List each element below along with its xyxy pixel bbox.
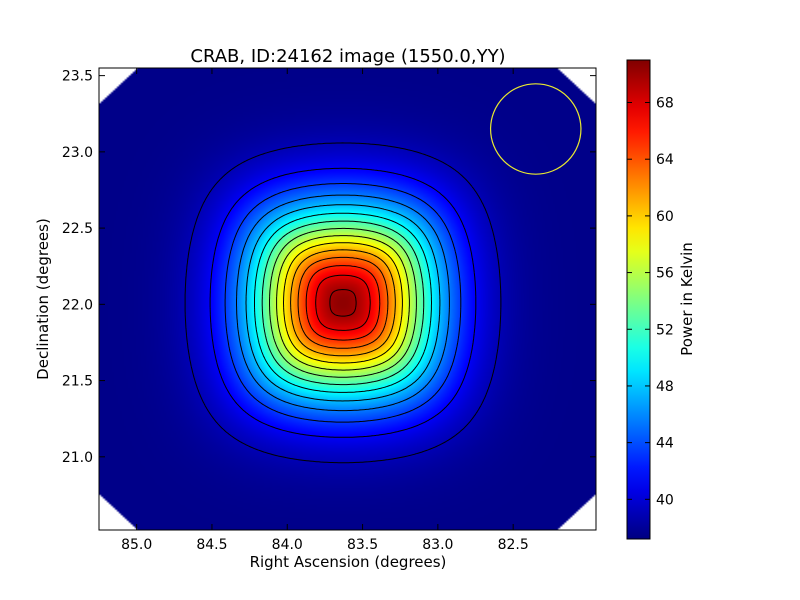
contour-line-10 [283, 242, 403, 364]
heatmap-image [99, 68, 596, 530]
contour-line-15 [329, 289, 357, 317]
contour-line-4 [236, 194, 450, 412]
contour-line-8 [269, 227, 417, 378]
y-tick-label: 21.0 [62, 450, 93, 466]
y-tick-label: 23.0 [62, 145, 93, 161]
x-tick-label: 84.5 [196, 537, 227, 553]
y-tick-label: 21.5 [62, 374, 93, 390]
colorbar-gradient [626, 59, 651, 540]
colorbar-tick-label: 60 [656, 209, 674, 225]
colorbar-tick-label: 52 [656, 322, 674, 338]
contour-line-9 [276, 235, 410, 371]
contour-line-3 [224, 183, 462, 423]
contour-line-1 [184, 142, 502, 464]
contour-line-13 [305, 265, 381, 341]
plot-area [99, 68, 596, 530]
colorbar-tick-label: 56 [656, 266, 674, 282]
contour-line-14 [315, 274, 371, 331]
y-tick-label: 23.5 [62, 69, 93, 85]
x-tick-label: 83.0 [422, 537, 453, 553]
x-tick-label: 82.5 [498, 537, 529, 553]
chart-title: CRAB, ID:24162 image (1550.0,YY) [190, 46, 505, 67]
contour-lines [184, 142, 502, 464]
x-tick-label: 84.0 [272, 537, 303, 553]
contour-line-6 [254, 212, 432, 393]
x-tick-label: 83.5 [347, 537, 378, 553]
colorbar-tick-label: 48 [656, 379, 674, 395]
colorbar: 40 44 48 52 56 60 64 68 Power in Kelvin [626, 59, 696, 540]
colorbar-ticks: 40 44 48 52 56 60 64 68 [627, 96, 674, 508]
contour-line-11 [290, 249, 396, 357]
x-axis-ticks: 85.0 84.5 84.0 83.5 83.0 82.5 [121, 68, 529, 553]
colorbar-tick-label: 64 [656, 152, 674, 168]
y-tick-label: 22.0 [62, 297, 93, 313]
colorbar-tick-label: 44 [656, 436, 674, 452]
contour-line-12 [297, 256, 389, 349]
contour-line-7 [261, 220, 425, 386]
y-axis-label: Declination (degrees) [34, 218, 52, 380]
contour-line-5 [245, 204, 441, 402]
colorbar-label: Power in Kelvin [678, 242, 696, 356]
plot-frame [98, 67, 597, 531]
y-tick-label: 22.5 [62, 221, 93, 237]
beam-circle [489, 83, 582, 175]
contour-line-2 [209, 167, 477, 438]
y-axis-ticks: 21.0 21.5 22.0 22.5 23.0 23.5 [62, 69, 596, 466]
x-axis-label: Right Ascension (degrees) [250, 553, 447, 571]
colorbar-tick-label: 68 [656, 96, 674, 112]
x-tick-label: 85.0 [121, 537, 152, 553]
colorbar-tick-label: 40 [656, 492, 674, 508]
